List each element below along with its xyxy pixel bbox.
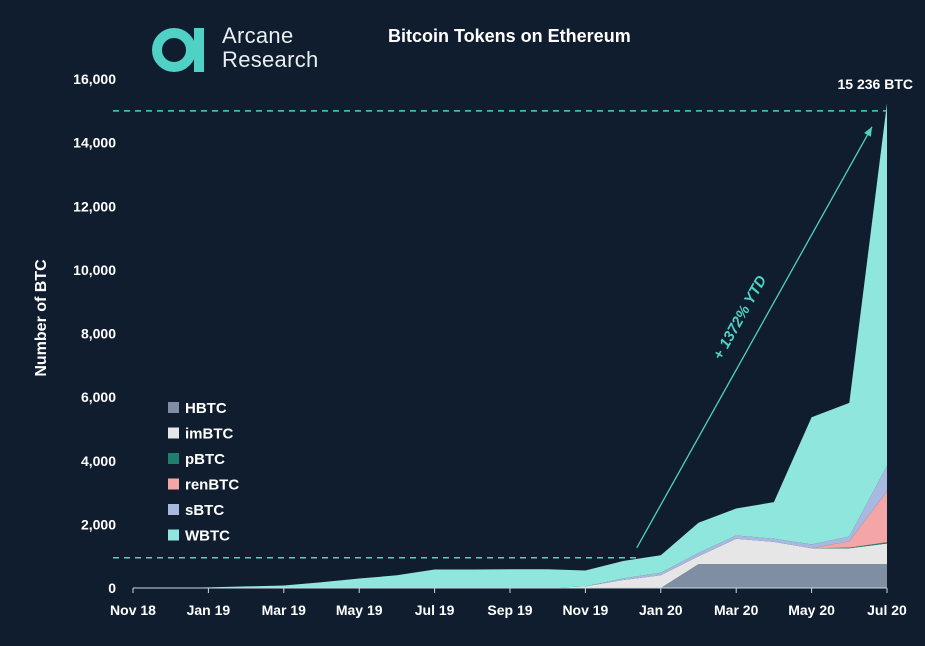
legend-swatch-wbtc	[168, 529, 179, 541]
x-tick-label: May 20	[788, 602, 835, 618]
chart-title: Bitcoin Tokens on Ethereum	[388, 26, 631, 46]
area-hbtc	[133, 564, 887, 588]
y-tick-label: 0	[108, 580, 116, 596]
y-tick-label: 4,000	[81, 453, 116, 469]
legend-label-wbtc: WBTC	[185, 528, 230, 545]
y-tick-label: 12,000	[73, 198, 116, 214]
y-axis: 0 2,000 4,000 6,000 8,000 10,000 12,000 14,000 1…	[73, 71, 116, 596]
logo-wordmark: Arcane Research	[222, 24, 319, 72]
x-tick-label: May 19	[336, 602, 383, 618]
legend: HBTC imBTC pBTC renBTC sBTC WBTC	[168, 400, 239, 545]
arcane-research-logo: Arcane Research	[150, 22, 330, 78]
legend-swatch-pbtc	[168, 453, 179, 464]
x-tick-label: Jan 20	[639, 602, 683, 618]
y-tick-label: 6,000	[81, 389, 116, 405]
y-tick-label: 2,000	[81, 516, 116, 532]
legend-swatch-sbtc	[168, 504, 179, 515]
x-tick-label: Nov 19	[562, 602, 608, 618]
y-tick-label: 10,000	[73, 262, 116, 278]
legend-label-imbtc: imBTC	[185, 426, 234, 443]
growth-arrow-head	[864, 126, 872, 137]
area-series-group	[133, 103, 887, 588]
logo-line-2: Research	[222, 47, 319, 72]
legend-label-pbtc: pBTC	[185, 451, 225, 468]
logo-line-1: Arcane	[222, 23, 294, 48]
y-tick-label: 14,000	[73, 135, 116, 151]
legend-swatch-imbtc	[168, 427, 179, 439]
x-tick-label: Mar 20	[714, 602, 759, 618]
legend-label-hbtc: HBTC	[185, 400, 227, 417]
x-axis: Nov 18 Jan 19 Mar 19 May 19 Jul 19 Sep 19 Nov …	[110, 587, 907, 618]
legend-label-sbtc: sBTC	[185, 502, 224, 519]
legend-swatch-hbtc	[168, 402, 179, 413]
y-tick-label: 16,000	[73, 71, 116, 87]
y-axis-label: Number of BTC	[33, 259, 50, 377]
arcane-logo-icon	[152, 28, 204, 72]
growth-label: + 1372% YTD	[710, 273, 771, 363]
x-tick-label: Nov 18	[110, 602, 156, 618]
x-tick-label: Sep 19	[487, 602, 532, 618]
x-tick-label: Jul 19	[415, 602, 455, 618]
x-tick-label: Mar 19	[262, 602, 307, 618]
legend-label-renbtc: renBTC	[185, 477, 239, 494]
y-tick-label: 8,000	[81, 326, 116, 342]
x-tick-label: Jan 19	[187, 602, 231, 618]
area-wbtc	[133, 103, 887, 588]
x-tick-label: Jul 20	[867, 602, 907, 618]
legend-swatch-renbtc	[168, 478, 179, 490]
area-imbtc	[133, 538, 887, 588]
growth-arrow-line	[636, 126, 873, 549]
end-value-label: 15 236 BTC	[838, 76, 913, 92]
